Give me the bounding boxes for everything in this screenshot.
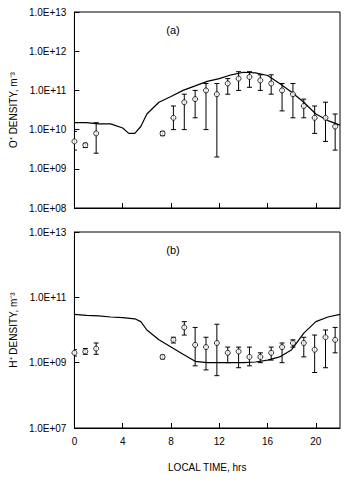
- svg-text:1.0E+12: 1.0E+12: [29, 46, 67, 57]
- svg-text:16: 16: [262, 436, 274, 447]
- svg-text:1.0E+08: 1.0E+08: [29, 203, 67, 214]
- svg-text:20: 20: [310, 436, 322, 447]
- svg-text:1.0E+11: 1.0E+11: [30, 85, 67, 96]
- svg-text:LOCAL TIME, hrs: LOCAL TIME, hrs: [168, 462, 246, 473]
- svg-text:H⁺ DENSITY, m⁻³: H⁺ DENSITY, m⁻³: [8, 292, 19, 368]
- svg-text:12: 12: [214, 436, 226, 447]
- svg-text:(b): (b): [166, 244, 179, 256]
- svg-text:1.0E+09: 1.0E+09: [29, 163, 67, 174]
- svg-text:O⁺ DENSITY, m⁻³: O⁺ DENSITY, m⁻³: [8, 71, 19, 147]
- svg-text:1.0E+13: 1.0E+13: [29, 7, 67, 18]
- svg-text:0: 0: [72, 436, 78, 447]
- svg-text:4: 4: [120, 436, 126, 447]
- svg-text:(a): (a): [166, 24, 179, 36]
- svg-text:1.0E+07: 1.0E+07: [29, 423, 67, 434]
- svg-text:8: 8: [168, 436, 174, 447]
- svg-text:1.0E+13: 1.0E+13: [29, 227, 67, 238]
- svg-text:1.0E+09: 1.0E+09: [29, 357, 67, 368]
- svg-text:1.0E+10: 1.0E+10: [29, 124, 67, 135]
- svg-text:1.0E+11: 1.0E+11: [30, 292, 67, 303]
